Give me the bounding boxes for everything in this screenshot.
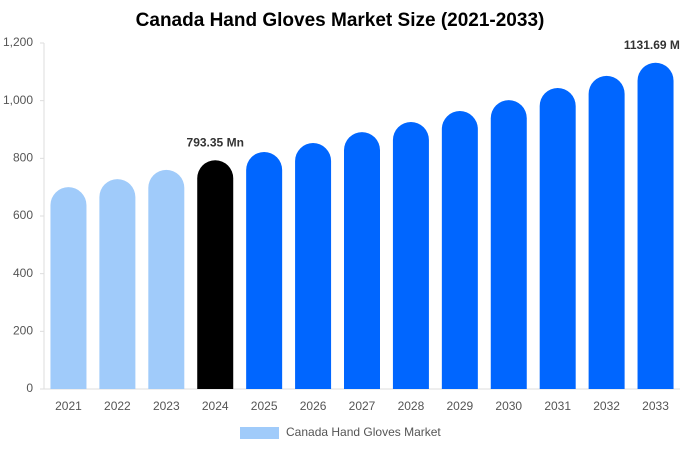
bar	[99, 179, 136, 389]
x-tick-label: 2032	[593, 399, 620, 413]
x-tick-label: 2030	[495, 399, 522, 413]
bar	[295, 143, 332, 389]
x-tick-label: 2028	[398, 399, 425, 413]
x-tick-label: 2029	[446, 399, 473, 413]
y-tick-label: 200	[13, 324, 33, 338]
data-label: 793.35 Mn	[187, 135, 244, 149]
y-tick-label: 1,000	[3, 93, 33, 107]
bar	[490, 100, 527, 389]
x-tick-label: 2026	[300, 399, 327, 413]
x-tick-label: 2021	[55, 399, 82, 413]
bar	[441, 111, 478, 389]
y-tick-label: 1,200	[3, 35, 33, 49]
y-tick-label: 400	[13, 266, 33, 280]
legend-swatch	[240, 427, 279, 439]
bar	[637, 62, 674, 390]
x-tick-label: 2022	[104, 399, 131, 413]
bar	[50, 187, 87, 389]
y-tick-label: 600	[13, 208, 33, 222]
bar	[148, 169, 185, 389]
data-label: 1131.69 Mn	[624, 38, 680, 52]
x-tick-label: 2031	[544, 399, 571, 413]
chart-title: Canada Hand Gloves Market Size (2021-203…	[136, 10, 545, 31]
bar	[344, 132, 380, 389]
x-tick-label: 2025	[251, 399, 278, 413]
bar	[392, 122, 429, 389]
x-tick-label: 2023	[153, 399, 180, 413]
bar	[246, 151, 283, 389]
legend-label: Canada Hand Gloves Market	[286, 425, 441, 439]
x-tick-label: 2027	[349, 399, 376, 413]
y-tick-label: 800	[13, 151, 33, 165]
x-tick-label: 2033	[642, 399, 669, 413]
y-tick-label: 0	[26, 381, 33, 395]
bar	[197, 160, 234, 389]
bar	[588, 75, 625, 390]
bar	[539, 87, 576, 389]
x-tick-label: 2024	[202, 399, 229, 413]
